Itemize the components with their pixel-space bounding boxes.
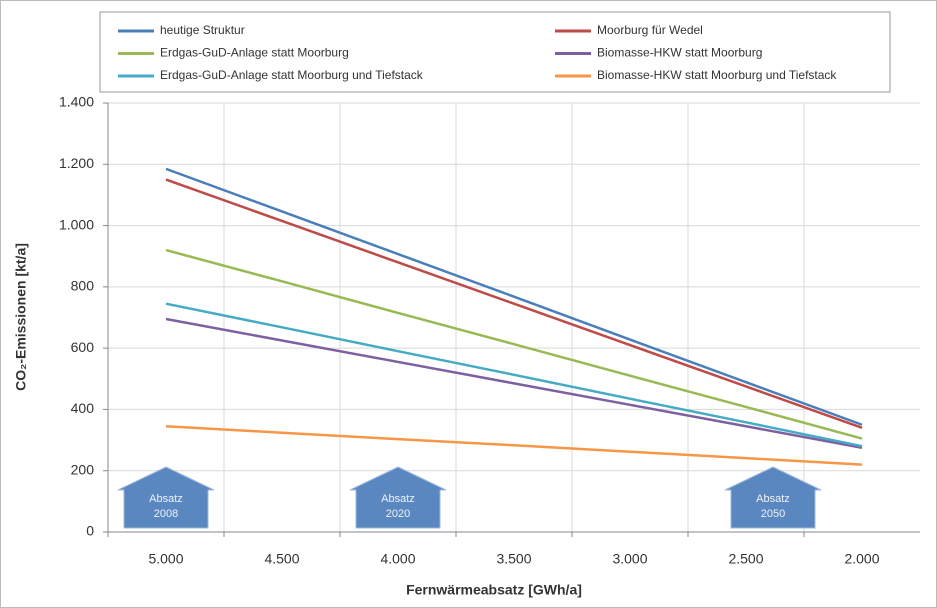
- annotation-text: 2008: [154, 508, 178, 520]
- y-tick-label: 800: [71, 278, 95, 294]
- y-tick-label: 1.400: [59, 94, 94, 110]
- x-tick-label: 3.000: [612, 551, 647, 567]
- legend-label: Erdgas-GuD-Anlage statt Moorburg: [160, 46, 349, 60]
- legend-label: Moorburg für Wedel: [597, 23, 703, 37]
- legend-box: [99, 11, 891, 93]
- y-tick-label: 600: [71, 339, 95, 355]
- annotation-text: 2020: [386, 508, 410, 520]
- y-tick-label: 0: [86, 523, 94, 539]
- x-tick-label: 3.500: [496, 551, 531, 567]
- series-line: [165, 178, 863, 429]
- x-tick-label: 5.000: [148, 551, 183, 567]
- y-tick-label: 200: [71, 461, 95, 477]
- legend-label: heutige Struktur: [160, 23, 245, 37]
- annotation-arrow: [724, 466, 822, 529]
- annotation-arrow: [117, 466, 215, 529]
- annotation-text: Absatz: [149, 493, 183, 505]
- y-tick-label: 400: [71, 400, 95, 416]
- y-tick-label: 1.200: [59, 155, 94, 171]
- x-tick-label: 2.000: [844, 551, 879, 567]
- legend-label: Erdgas-GuD-Anlage statt Moorburg und Tie…: [160, 68, 424, 82]
- y-tick-label: 1.000: [59, 216, 94, 232]
- y-axis-title: CO₂-Emissionen [kt/a]: [13, 243, 29, 391]
- series-line: [165, 248, 863, 440]
- x-tick-label: 4.500: [264, 551, 299, 567]
- annotation-text: Absatz: [381, 493, 415, 505]
- series-line: [165, 167, 863, 426]
- series-line: [165, 425, 863, 466]
- legend-label: Biomasse-HKW statt Moorburg: [597, 46, 762, 60]
- legend-label: Biomasse-HKW statt Moorburg und Tiefstac…: [597, 68, 837, 82]
- series-line: [165, 317, 863, 449]
- annotation-text: Absatz: [756, 493, 790, 505]
- x-tick-label: 2.500: [728, 551, 763, 567]
- x-tick-label: 4.000: [380, 551, 415, 567]
- series-line: [165, 302, 863, 448]
- x-axis-title: Fernwärmeabsatz [GWh/a]: [406, 582, 582, 598]
- annotation-text: 2050: [761, 508, 785, 520]
- annotation-arrow: [349, 466, 447, 529]
